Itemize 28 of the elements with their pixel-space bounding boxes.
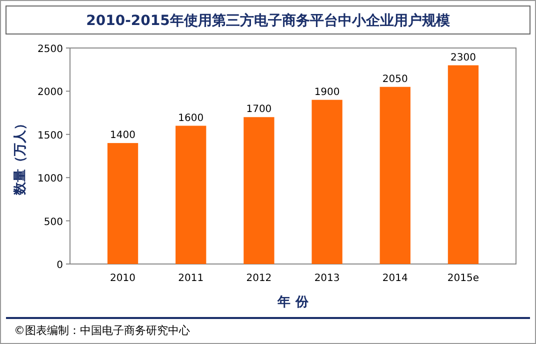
y-tick-label: 2500: [38, 44, 63, 55]
bar: [380, 86, 410, 264]
y-tick-label: 1000: [38, 174, 63, 185]
y-tick-label: 1500: [38, 130, 63, 142]
y-tick-label: 500: [44, 216, 63, 228]
x-tick-label: 2015e: [447, 273, 480, 284]
text: ©图表编制：中国电子商务研究中心: [14, 324, 190, 337]
x-tick-label: 2011: [178, 273, 204, 284]
bar: [312, 100, 342, 264]
data-label: 1600: [178, 112, 204, 124]
x-tick-label: 2010: [110, 273, 136, 284]
data-label: 2300: [450, 52, 476, 64]
x-tick-label: 2013: [314, 273, 340, 284]
data-label: 1400: [110, 130, 136, 142]
bar: [448, 65, 479, 264]
chart-title: 2010-2015年使用第三方电子商务平台中小企业用户规模: [86, 12, 451, 29]
y-tick-label: 0: [56, 260, 63, 271]
bar: [107, 143, 138, 264]
data-label: 2050: [382, 74, 408, 85]
bar: [176, 126, 206, 264]
x-axis-title: 年 份: [276, 295, 310, 310]
data-label: 1700: [246, 104, 272, 116]
x-tick-label: 2014: [382, 273, 408, 284]
data-label: 1900: [314, 86, 340, 98]
y-tick-label: 2000: [38, 87, 63, 98]
y-axis-title: 数量（万人）: [13, 117, 28, 196]
bar: [244, 117, 274, 264]
x-tick-label: 2012: [246, 273, 272, 284]
